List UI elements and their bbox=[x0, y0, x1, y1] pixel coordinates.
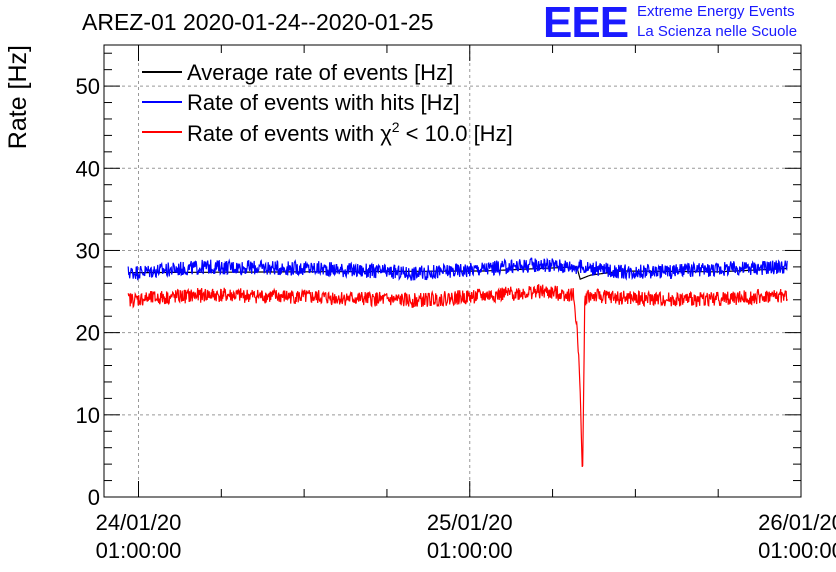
y-tick-label: 30 bbox=[76, 238, 100, 263]
legend: Average rate of events [Hz] Rate of even… bbox=[142, 60, 513, 146]
grid-lines bbox=[104, 45, 802, 497]
series-line-2 bbox=[127, 284, 788, 468]
legend-chi2-sup: 2 bbox=[392, 119, 400, 135]
y-tick-label: 40 bbox=[76, 156, 100, 181]
series-line-1 bbox=[127, 257, 788, 281]
series-layer bbox=[127, 257, 788, 468]
x-tick-label-time: 01:00:00 bbox=[96, 538, 182, 563]
plot-frame bbox=[103, 44, 802, 498]
legend-label-hits: Rate of events with hits [Hz] bbox=[187, 90, 460, 115]
x-tick-label-time: 01:00:00 bbox=[427, 538, 513, 563]
y-axis-label: Rate [Hz] bbox=[4, 45, 32, 149]
logo-tagline-2: La Scienza nelle Scuole bbox=[637, 23, 798, 40]
x-tick-label-time: 01:00:00 bbox=[758, 538, 836, 563]
logo-tagline-1: Extreme Energy Events bbox=[637, 3, 795, 20]
y-tick-label: 20 bbox=[76, 321, 100, 346]
x-tick-label-date: 24/01/20 bbox=[96, 510, 182, 535]
x-tick-label-date: 26/01/20 bbox=[758, 510, 836, 535]
axes: 0 10 20 30 40 50 24/01/20 01:00:00 25/01/20 01:00… bbox=[76, 45, 836, 563]
legend-label-chi2: Rate of events with χ2 < 10.0 [Hz] bbox=[187, 119, 513, 146]
chart-title: AREZ-01 2020-01-24--2020-01-25 bbox=[82, 9, 434, 35]
x-tick-label-date: 25/01/20 bbox=[427, 510, 513, 535]
y-tick-label: 50 bbox=[76, 74, 100, 99]
legend-chi2-suffix: < 10.0 [Hz] bbox=[400, 121, 513, 146]
legend-label-average: Average rate of events [Hz] bbox=[187, 60, 453, 85]
legend-chi2-prefix: Rate of events with χ bbox=[187, 121, 392, 146]
eee-logo: EEE bbox=[543, 0, 629, 47]
y-tick-label: 10 bbox=[76, 403, 100, 428]
y-tick-label: 0 bbox=[88, 485, 100, 510]
